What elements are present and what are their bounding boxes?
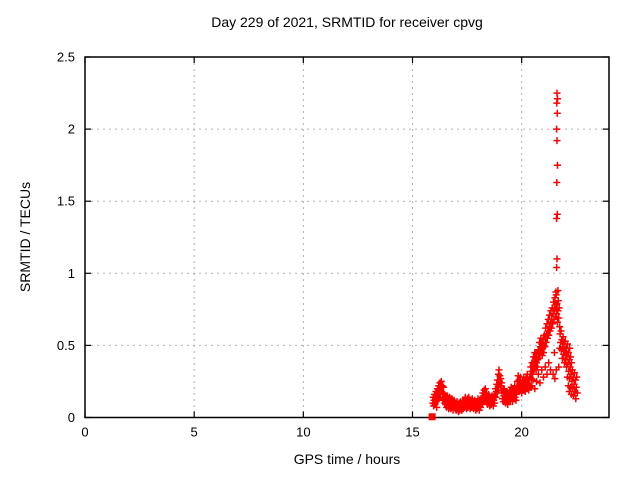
x-tick-label: 10 [296, 425, 310, 440]
y-tick-label: 2 [68, 122, 75, 137]
x-tick-label: 0 [81, 425, 88, 440]
x-tick-label: 5 [191, 425, 198, 440]
x-axis-label: GPS time / hours [294, 451, 401, 467]
grid-lines [85, 57, 609, 418]
y-tick-labels: 0 0.5 1 1.5 2 2.5 [57, 50, 75, 426]
y-tick-label: 1.5 [57, 194, 75, 209]
y-tick-label: 0.5 [57, 338, 75, 353]
y-tick-label: 2.5 [57, 50, 75, 65]
srmtid-points [429, 89, 581, 416]
x-tick-label: 20 [514, 425, 528, 440]
start-square [428, 413, 436, 421]
plot-border [84, 56, 610, 419]
x-tick-label: 15 [405, 425, 419, 440]
y-axis-label: SRMTID / TECUs [17, 182, 33, 292]
y-tick-label: 0 [68, 410, 75, 425]
chart-title: Day 229 of 2021, SRMTID for receiver cpv… [211, 14, 483, 30]
x-tick-labels: 0 5 10 15 20 [81, 425, 529, 440]
data-series [428, 89, 581, 421]
y-tick-label: 1 [68, 266, 75, 281]
